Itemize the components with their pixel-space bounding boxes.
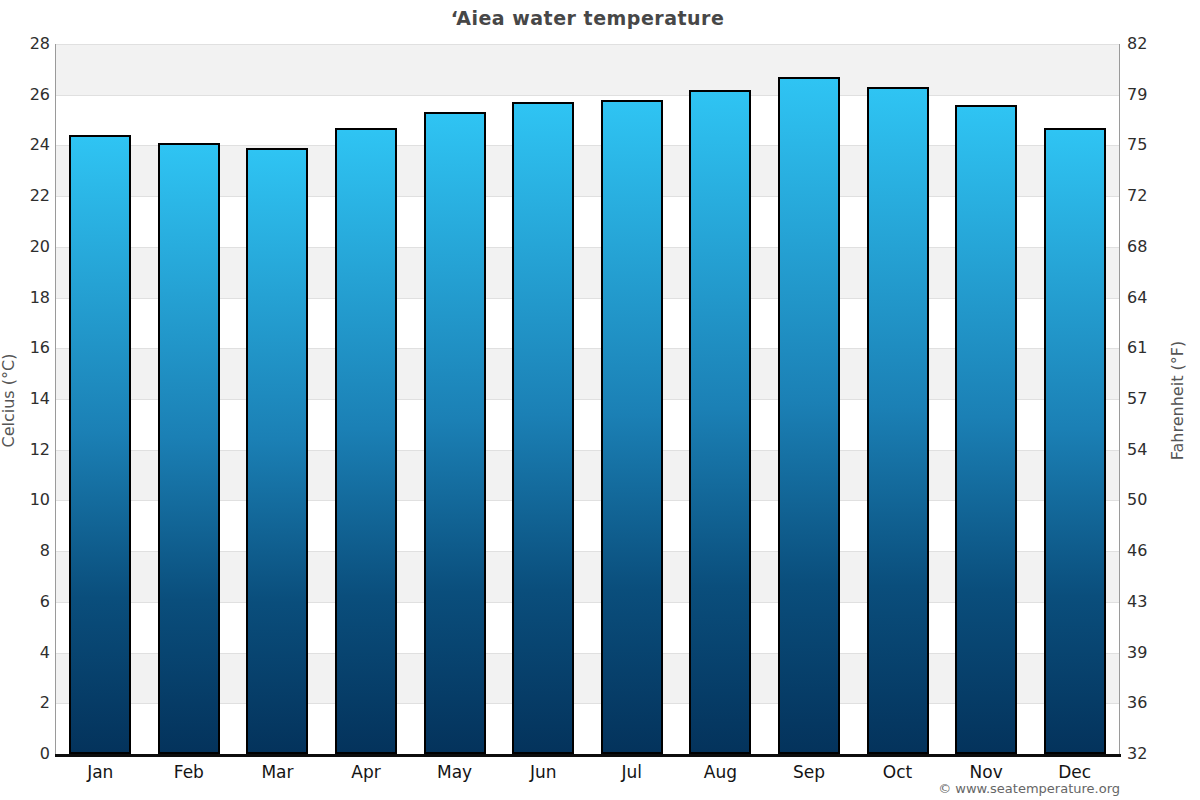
month-label-nov: Nov xyxy=(942,762,1031,782)
right-tick-46: 46 xyxy=(1127,543,1187,559)
bar-nov xyxy=(955,105,1017,754)
left-tick-18: 18 xyxy=(0,290,50,306)
gridline-26c xyxy=(56,95,1119,96)
right-axis-line xyxy=(1119,44,1120,755)
left-tick-24: 24 xyxy=(0,137,50,153)
bar-sep xyxy=(778,77,840,754)
bar-dec xyxy=(1044,128,1106,754)
month-label-jul: Jul xyxy=(588,762,677,782)
plot-area xyxy=(56,44,1119,754)
right-tick-43: 43 xyxy=(1127,594,1187,610)
bottom-axis-line xyxy=(55,754,1121,757)
month-label-aug: Aug xyxy=(676,762,765,782)
chart-title: ‘Aiea water temperature xyxy=(56,7,1119,29)
gridline-28c xyxy=(56,44,1119,45)
left-tick-22: 22 xyxy=(0,188,50,204)
month-label-jan: Jan xyxy=(56,762,145,782)
bar-jul xyxy=(601,100,663,754)
right-tick-68: 68 xyxy=(1127,239,1187,255)
bar-apr xyxy=(335,128,397,754)
copyright-text: © www.seatemperature.org xyxy=(938,781,1120,796)
left-tick-20: 20 xyxy=(0,239,50,255)
left-tick-28: 28 xyxy=(0,36,50,52)
month-label-feb: Feb xyxy=(145,762,234,782)
right-tick-79: 79 xyxy=(1127,87,1187,103)
right-tick-64: 64 xyxy=(1127,290,1187,306)
left-tick-2: 2 xyxy=(0,695,50,711)
right-tick-50: 50 xyxy=(1127,492,1187,508)
right-axis-title: Fahrenheit (°F) xyxy=(1168,331,1187,471)
month-label-oct: Oct xyxy=(853,762,942,782)
left-axis-line xyxy=(55,44,56,755)
bar-jun xyxy=(512,102,574,754)
left-tick-0: 0 xyxy=(0,746,50,762)
bar-oct xyxy=(867,87,929,754)
left-tick-10: 10 xyxy=(0,492,50,508)
right-tick-75: 75 xyxy=(1127,137,1187,153)
month-label-sep: Sep xyxy=(765,762,854,782)
left-axis-title: Celcius (°C) xyxy=(0,331,18,471)
bar-aug xyxy=(689,90,751,754)
background-band xyxy=(56,44,1119,95)
month-label-dec: Dec xyxy=(1030,762,1119,782)
bar-jan xyxy=(69,135,131,754)
right-tick-32: 32 xyxy=(1127,746,1187,762)
month-label-jun: Jun xyxy=(499,762,588,782)
left-tick-4: 4 xyxy=(0,645,50,661)
month-label-mar: Mar xyxy=(233,762,322,782)
left-tick-8: 8 xyxy=(0,543,50,559)
bar-feb xyxy=(158,143,220,754)
bar-may xyxy=(424,112,486,754)
right-tick-72: 72 xyxy=(1127,188,1187,204)
right-tick-39: 39 xyxy=(1127,645,1187,661)
month-label-may: May xyxy=(410,762,499,782)
bar-mar xyxy=(246,148,308,754)
right-tick-82: 82 xyxy=(1127,36,1187,52)
right-tick-36: 36 xyxy=(1127,695,1187,711)
left-tick-26: 26 xyxy=(0,87,50,103)
month-label-apr: Apr xyxy=(322,762,411,782)
left-tick-6: 6 xyxy=(0,594,50,610)
